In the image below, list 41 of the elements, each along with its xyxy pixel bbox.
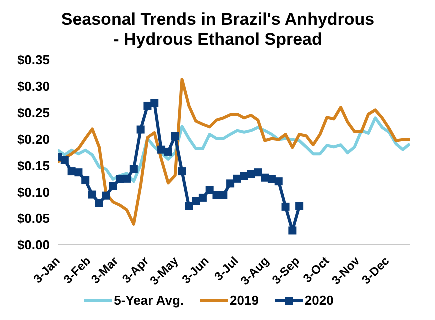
point [144,102,152,110]
y-tick-label: $0.15 [17,158,50,174]
point [288,226,297,235]
point [60,156,69,164]
legend-label: 5-Year Avg. [114,293,184,308]
point [136,126,145,134]
point [82,176,90,185]
y-tick-label: $0.00 [17,238,50,253]
point [233,174,242,183]
point [185,202,194,210]
line-series [58,78,410,226]
point [198,194,207,202]
chart-title: Seasonal Trends in Brazil's Anhydrous - Hydrous Ethanol Spread [60,9,376,50]
point [88,190,97,199]
point [74,168,83,177]
point [95,199,104,208]
y-tick-label: $0.30 [17,79,50,94]
y-tick-label: $0.25 [17,105,50,120]
point [178,168,186,176]
y-tick-label: $0.10 [17,184,50,200]
point [102,192,110,200]
point [220,191,228,200]
point [109,182,118,190]
point [123,174,132,183]
point [158,146,166,154]
y-tick-label: $0.05 [17,211,50,226]
point [130,165,138,174]
point [274,178,283,186]
point [164,148,172,156]
point [282,202,290,211]
point [254,168,262,177]
point [150,99,159,108]
point [192,197,200,206]
y-tick-label: $0.35 [17,52,50,68]
point [171,132,180,140]
legend-label: 2020 [304,293,334,308]
point [226,180,235,188]
point [296,202,304,210]
point [206,186,214,194]
legend-label: 2019 [230,293,259,308]
y-tick-label: $0.20 [17,132,50,147]
